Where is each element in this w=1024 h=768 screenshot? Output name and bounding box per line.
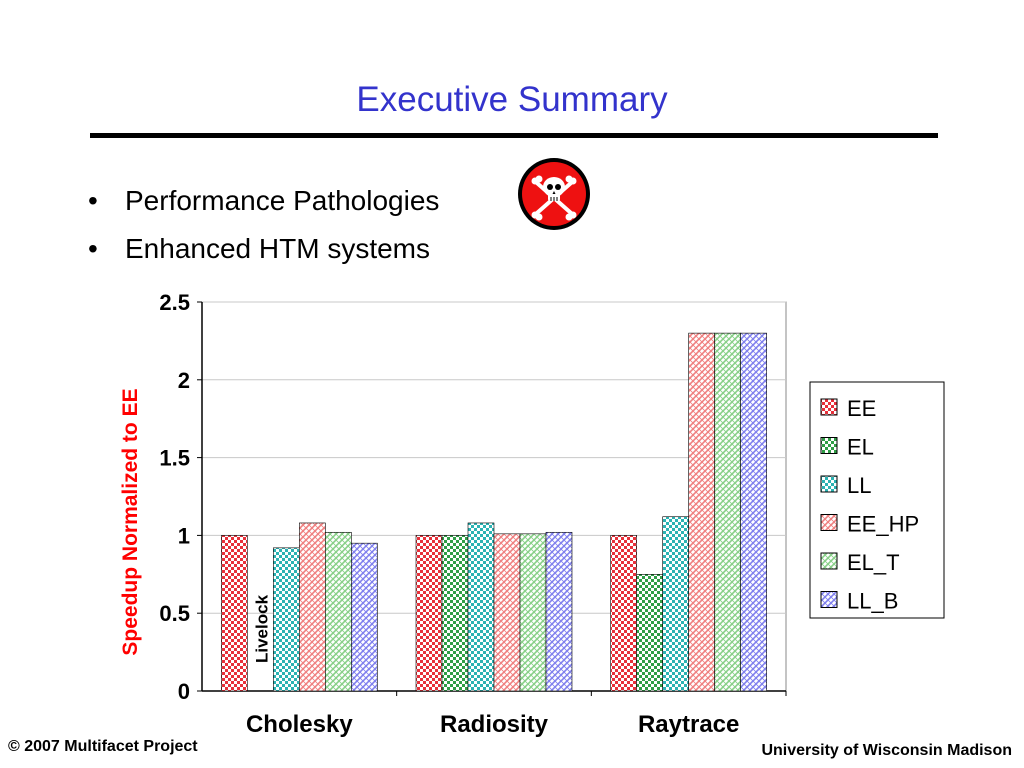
slide-title: Executive Summary xyxy=(356,80,668,119)
y-tick-label: 1 xyxy=(178,523,190,548)
y-tick-label: 0.5 xyxy=(159,601,190,626)
y-tick-label: 2 xyxy=(178,368,190,393)
bar-ll-radiosity xyxy=(467,522,495,692)
bullet-item: • Performance Pathologies xyxy=(88,177,439,225)
legend-swatch-ll xyxy=(820,475,838,493)
bullet-marker: • xyxy=(88,233,98,264)
y-tick-label: 0 xyxy=(178,679,190,704)
y-tick-label: 1.5 xyxy=(159,446,190,471)
footer-copyright: © 2007 Multifacet Project xyxy=(8,738,198,755)
bar-ll_b-radiosity xyxy=(545,531,573,692)
x-tick-label: Raytrace xyxy=(638,711,739,738)
legend-label-ee: EE xyxy=(847,396,876,421)
legend-swatch-el xyxy=(820,437,838,454)
bar-el-radiosity xyxy=(441,535,469,692)
legend-label-el_t: EL_T xyxy=(847,550,900,575)
bar-ee-cholesky xyxy=(221,535,248,692)
legend-label-ll: LL xyxy=(847,473,871,498)
bar-ee_hp-raytrace xyxy=(688,332,715,692)
bar-el-raytrace xyxy=(636,573,663,692)
legend-label-ll_b: LL_B xyxy=(847,589,898,614)
skull-crossbones-icon xyxy=(518,158,590,230)
bullet-text: Enhanced HTM systems xyxy=(125,233,430,264)
bar-ee_hp-cholesky xyxy=(299,522,326,692)
legend xyxy=(809,381,945,619)
bar-ll_b-cholesky xyxy=(351,542,378,692)
bullet-text: Performance Pathologies xyxy=(125,185,440,216)
legend-swatch-ee xyxy=(820,398,838,416)
x-tick-label: Radiosity xyxy=(440,711,549,738)
legend-swatch-el_t xyxy=(820,552,838,570)
title-divider xyxy=(90,133,938,138)
bar-ll_b-raytrace xyxy=(740,332,767,692)
legend-label-el: EL xyxy=(847,435,874,460)
y-axis-label: Speedup Normalized to EE xyxy=(119,388,142,655)
bar-ll-raytrace xyxy=(662,516,689,692)
legend-swatch-ee_hp xyxy=(820,514,838,531)
legend-swatch-ll_b xyxy=(820,591,838,608)
bar-el_t-raytrace xyxy=(714,332,741,692)
bullet-marker: • xyxy=(88,185,98,216)
y-tick-label: 2.5 xyxy=(159,290,190,315)
bullet-list: • Performance Pathologies • Enhanced HTM s… xyxy=(88,177,439,273)
livelock-annotation: Livelock xyxy=(252,594,271,663)
x-tick-label: Cholesky xyxy=(246,711,353,738)
legend-label-ee_hp: EE_HP xyxy=(847,512,919,537)
bar-el_t-radiosity xyxy=(519,533,547,692)
bar-ee-raytrace xyxy=(610,535,637,692)
bullet-item: • Enhanced HTM systems xyxy=(88,225,439,273)
footer-institution: University of Wisconsin Madison xyxy=(761,742,1012,759)
bar-el_t-cholesky xyxy=(325,531,352,692)
bar-ee_hp-radiosity xyxy=(493,533,521,692)
bar-ll-cholesky xyxy=(273,547,300,692)
bar-ee-radiosity xyxy=(415,535,443,692)
